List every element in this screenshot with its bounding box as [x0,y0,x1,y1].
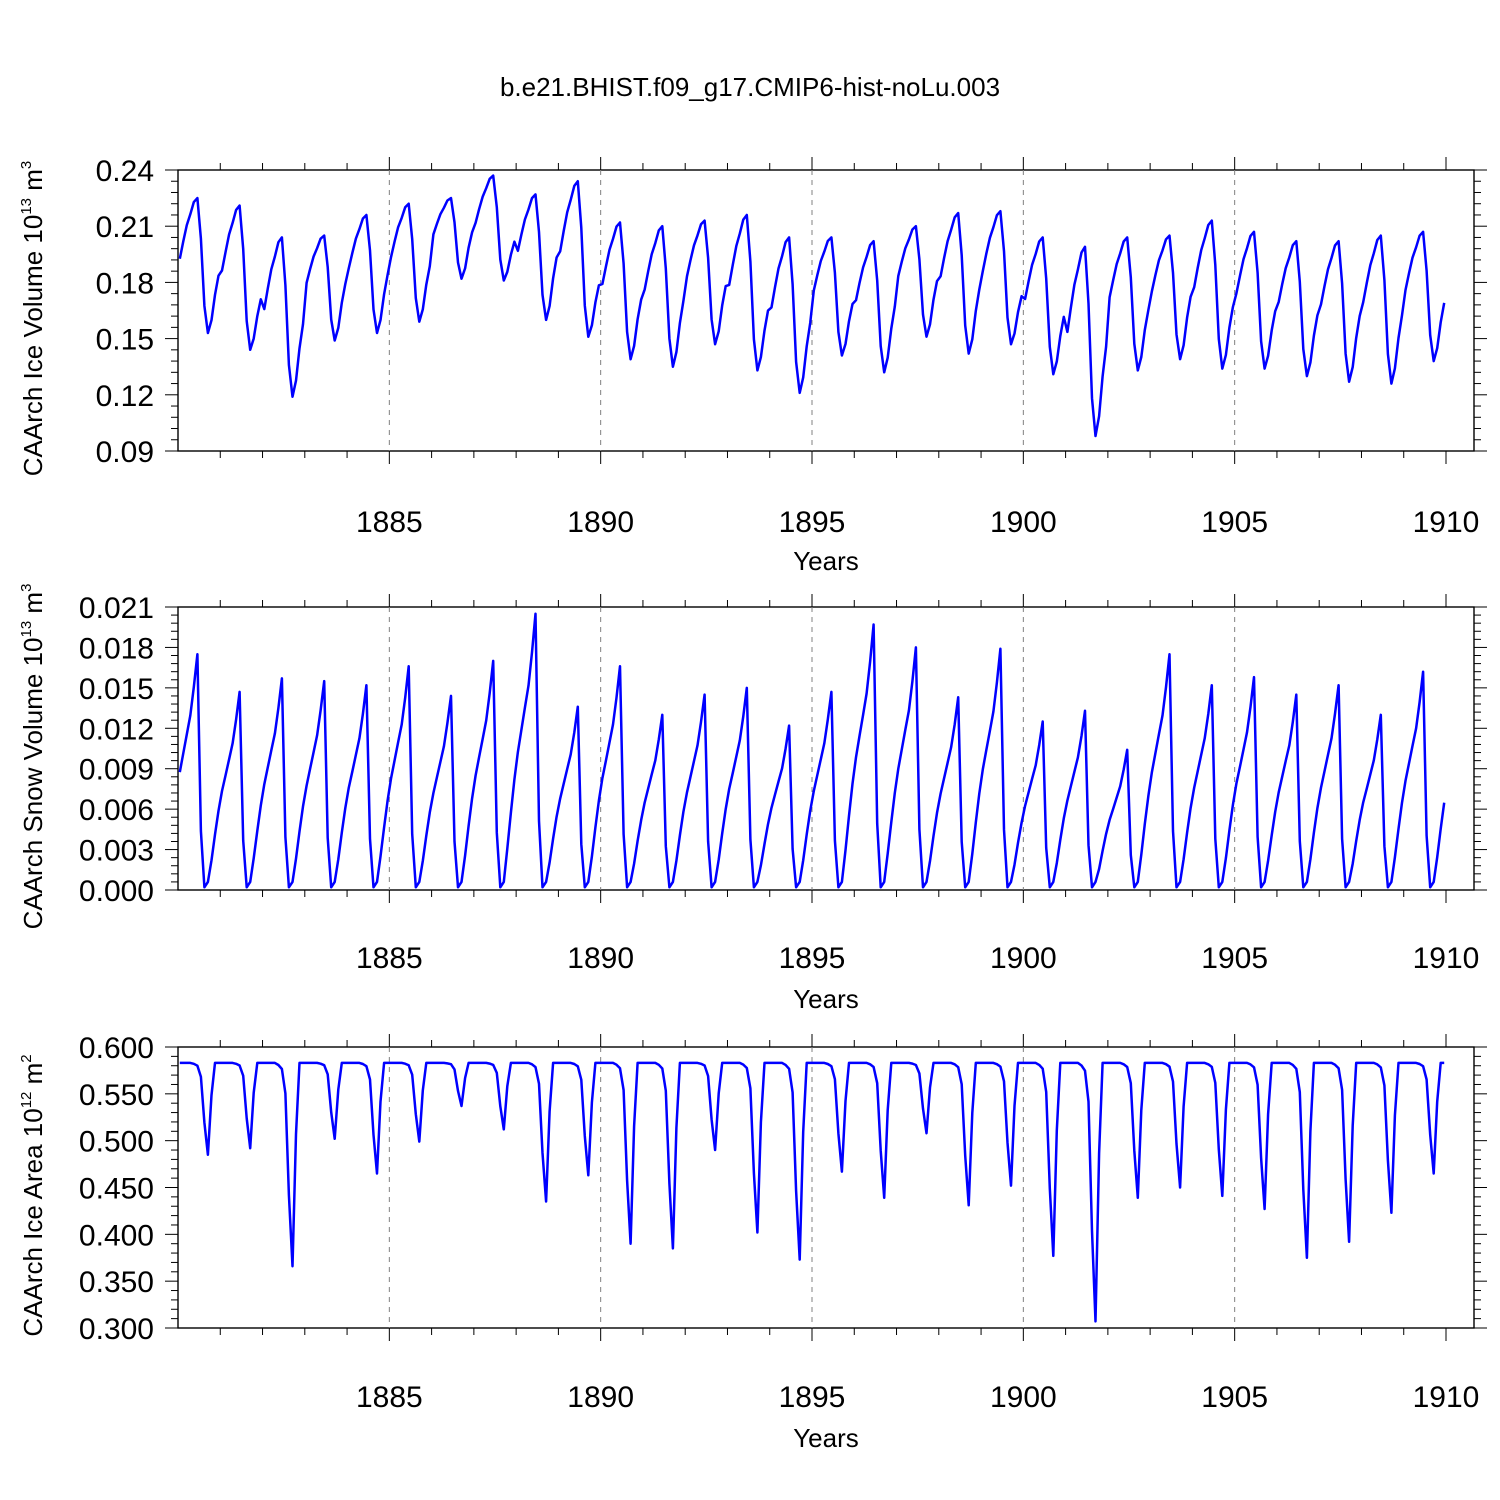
y-tick-label: 0.018 [79,632,154,665]
x-tick-label: 1895 [779,1381,846,1414]
x-tick-label: 1890 [567,506,634,539]
y-tick-label: 0.400 [79,1219,154,1252]
y-tick-label: 0.24 [96,155,154,188]
x-tick-label: 1900 [990,942,1057,975]
y-axis-label: CAArch Snow Volume 1013 m3 [18,584,48,930]
x-tick-label: 1905 [1201,1381,1268,1414]
x-tick-label: 1910 [1413,506,1480,539]
y-tick-label: 0.012 [79,713,154,746]
figure-title: b.e21.BHIST.f09_g17.CMIP6-hist-noLu.003 [500,72,1000,102]
series-line [178,174,1446,438]
panel-2: 0.000 0.003 0.006 0.009 0.012 0.015 0.018 0.021… [18,584,1487,1014]
y-tick-label: 0.500 [79,1126,154,1159]
series-line [179,1061,1445,1323]
y-tick-label: 0.21 [96,211,154,244]
y-tick-label: 0.009 [79,754,154,787]
x-tick-label: 1895 [779,506,846,539]
x-tick-label: 1910 [1413,942,1480,975]
x-axis-label: Years [793,546,859,576]
x-tick-label: 1885 [356,506,423,539]
x-tick-label: 1885 [356,1381,423,1414]
y-axis-label: CAArch Ice Area 1012 m2 [18,1054,48,1336]
y-tick-label: 0.015 [79,673,154,706]
y-tick-label: 0.003 [79,835,154,868]
y-tick-label: 0.600 [79,1032,154,1065]
x-tick-label: 1900 [990,1381,1057,1414]
panels: 0.09 0.12 0.15 0.18 0.21 0.24 1885 1890 1895 1900… [18,155,1487,1453]
x-tick-label: 1890 [567,942,634,975]
x-axis-label: Years [793,984,859,1014]
x-tick-label: 1890 [567,1381,634,1414]
y-tick-label: 0.350 [79,1266,154,1299]
x-tick-label: 1885 [356,942,423,975]
y-tick-label: 0.15 [96,324,154,357]
plot-frame [177,606,1475,891]
series-line [178,612,1446,889]
y-axis-label: CAArch Ice Volume 1013 m3 [18,161,48,477]
y-tick-label: 0.006 [79,794,154,827]
y-tick-label: 0.12 [96,380,154,413]
x-tick-label: 1905 [1201,942,1268,975]
x-axis-label: Years [793,1423,859,1453]
y-tick-label: 0.550 [79,1079,154,1112]
y-tick-label: 0.000 [79,875,154,908]
plot-frame [177,169,1475,452]
y-tick-label: 0.450 [79,1173,154,1206]
y-tick-label: 0.09 [96,436,154,469]
y-tick-label: 0.021 [79,592,154,625]
panel-3: 0.300 0.350 0.400 0.450 0.500 0.550 0.600 1885 1… [18,1032,1487,1453]
panel-1: 0.09 0.12 0.15 0.18 0.21 0.24 1885 1890 1895 1900… [18,155,1487,576]
x-tick-label: 1905 [1201,506,1268,539]
x-tick-label: 1895 [779,942,846,975]
plot-frame [177,1046,1475,1329]
x-tick-label: 1910 [1413,1381,1480,1414]
y-tick-label: 0.300 [79,1313,154,1346]
x-tick-label: 1900 [990,506,1057,539]
y-tick-label: 0.18 [96,267,154,300]
